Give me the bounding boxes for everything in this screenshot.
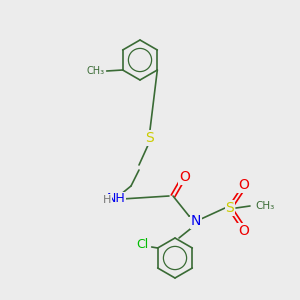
Text: NH: NH: [106, 193, 125, 206]
Text: O: O: [238, 178, 249, 192]
Text: N: N: [191, 214, 201, 228]
Text: CH₃: CH₃: [87, 66, 105, 76]
Text: Cl: Cl: [136, 238, 149, 250]
Text: H: H: [103, 195, 111, 205]
Text: CH₃: CH₃: [255, 201, 274, 211]
Text: S: S: [226, 201, 234, 215]
Text: S: S: [145, 131, 153, 145]
Text: O: O: [180, 170, 190, 184]
Text: O: O: [238, 224, 249, 238]
